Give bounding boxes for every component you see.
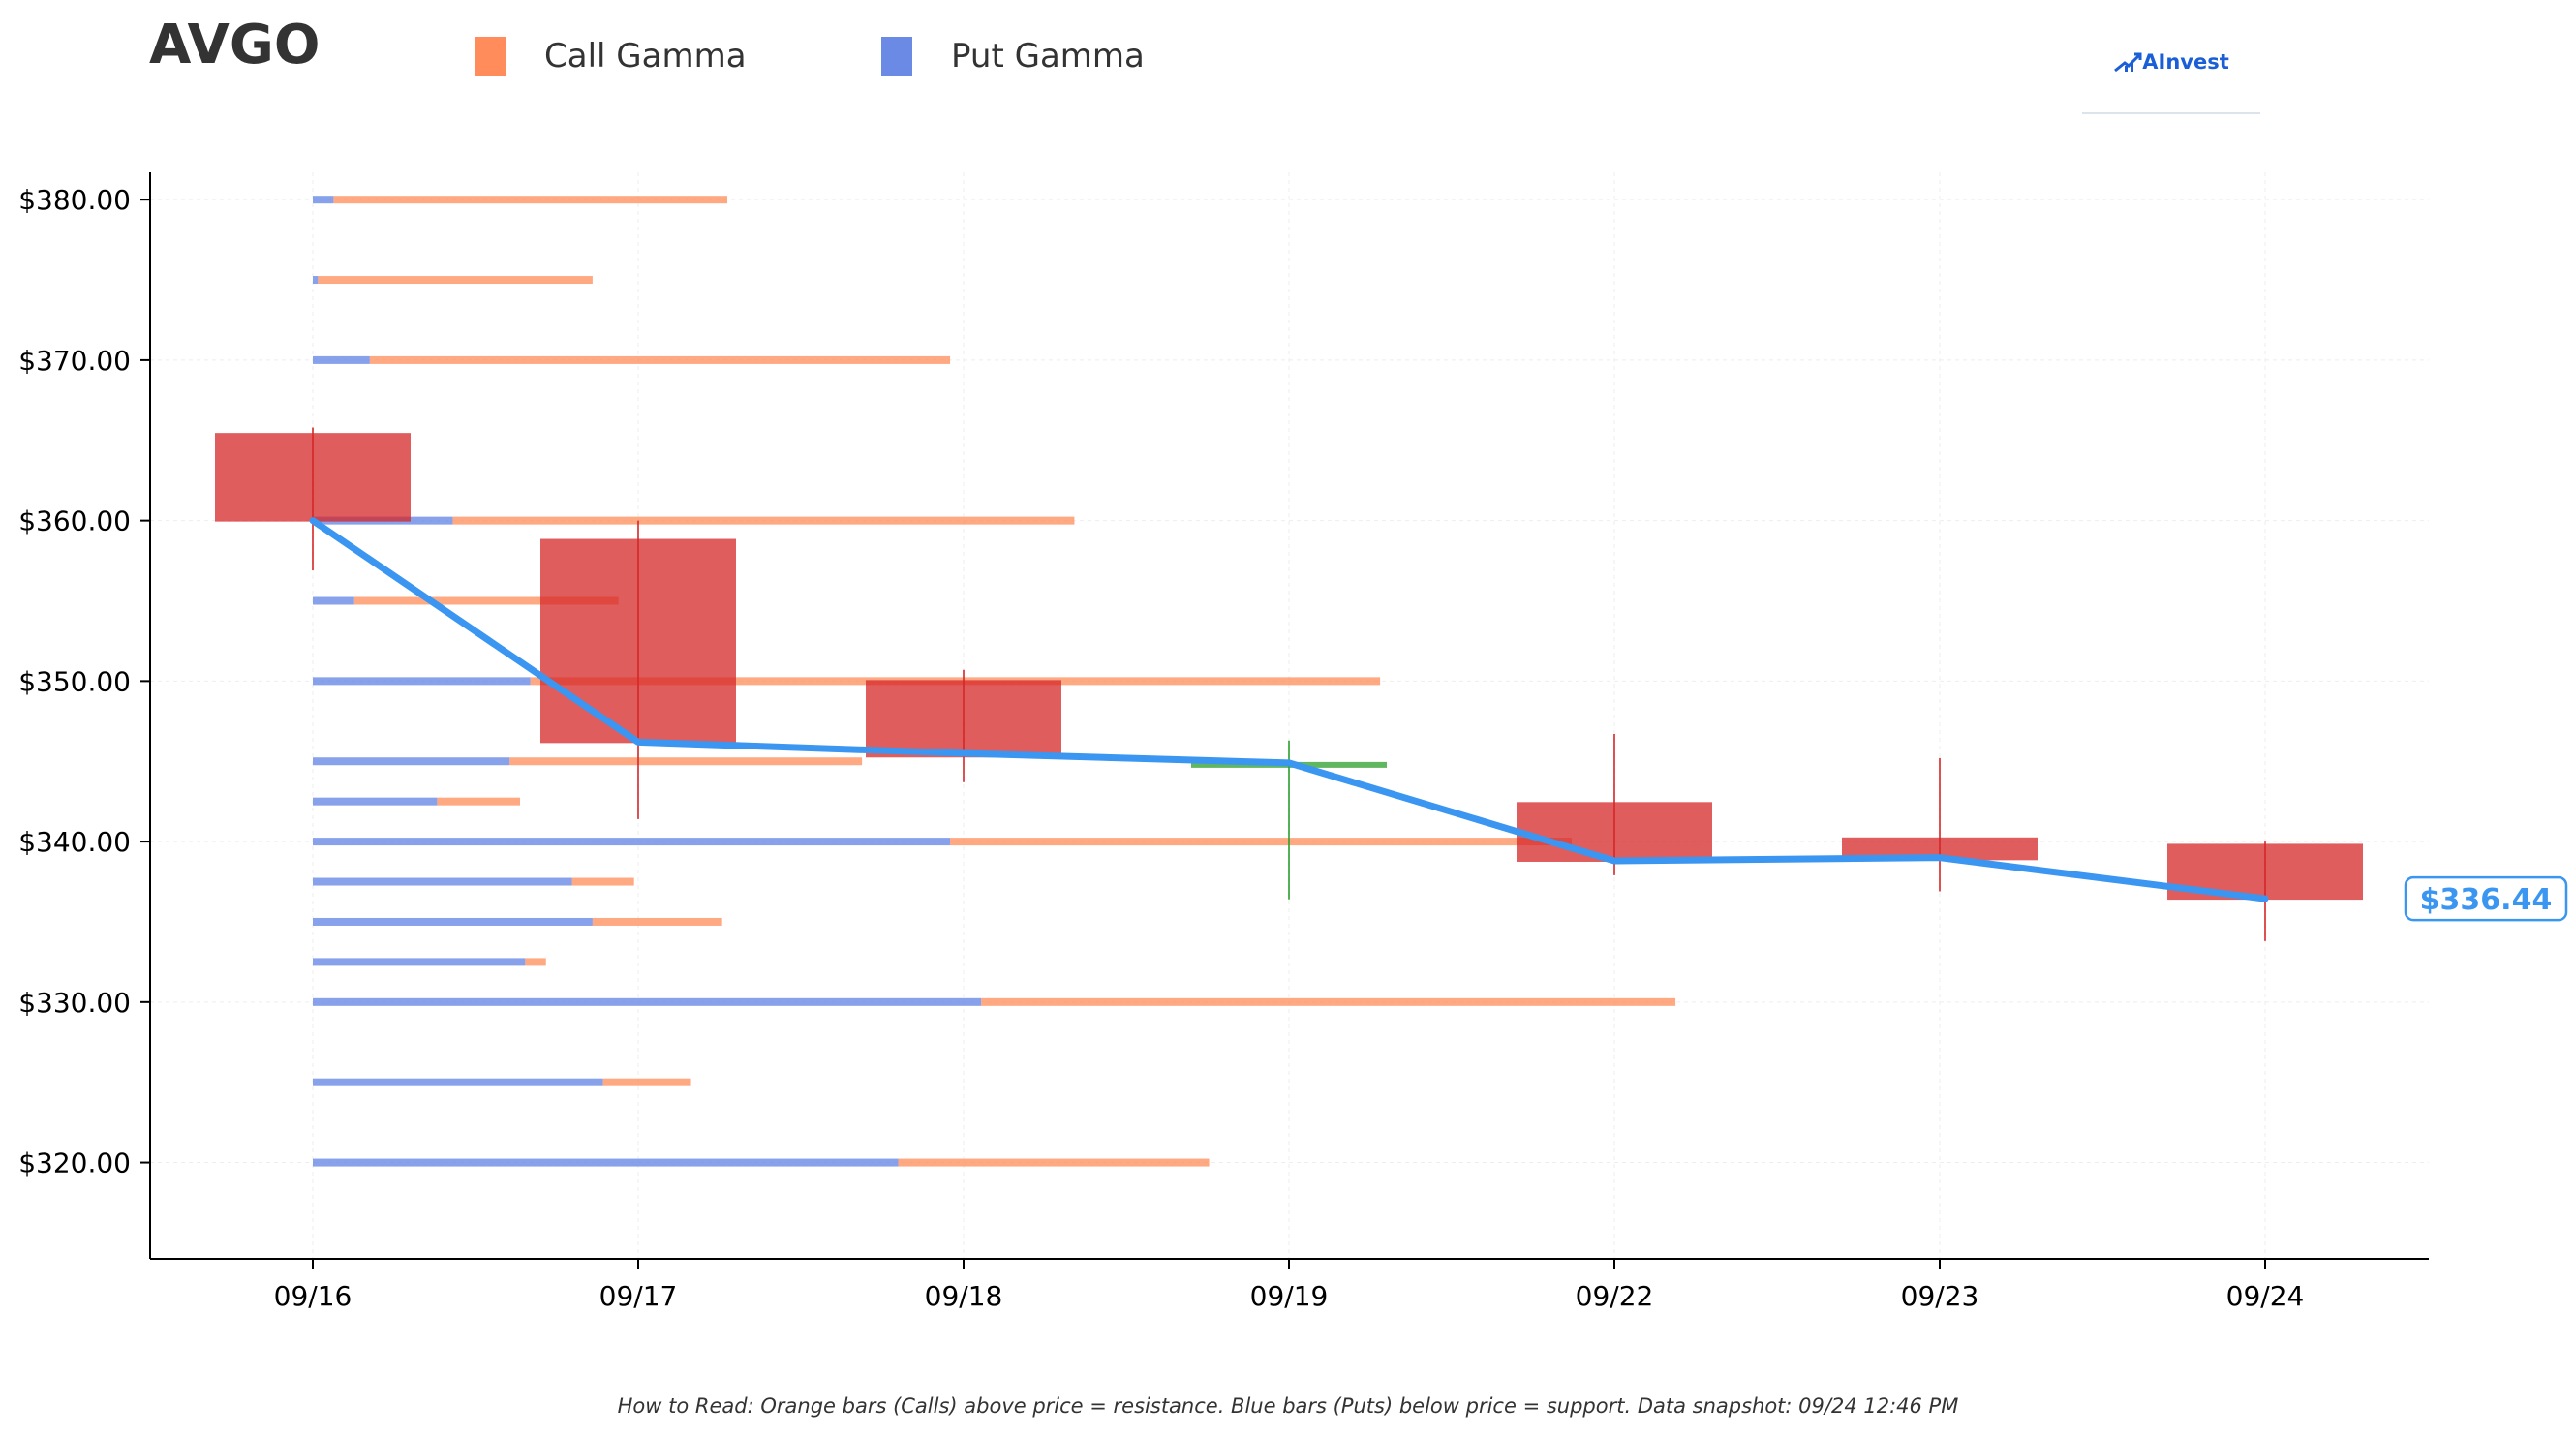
call-gamma-bar bbox=[353, 596, 619, 605]
last-price-badge bbox=[2404, 875, 2568, 922]
y-tick-label: $340.00 bbox=[18, 826, 131, 858]
call-gamma-bar bbox=[509, 757, 863, 766]
x-tick-label: 09/19 bbox=[1250, 1280, 1329, 1312]
call-gamma-bar bbox=[981, 997, 1676, 1006]
x-tick-label: 09/16 bbox=[274, 1280, 353, 1312]
y-tick-label: $380.00 bbox=[18, 184, 131, 216]
put-gamma-bar bbox=[313, 596, 354, 605]
ainvest-logo-icon bbox=[2114, 52, 2142, 73]
legend-label-call: Call Gamma bbox=[544, 37, 747, 76]
put-gamma-bar bbox=[313, 677, 531, 686]
call-gamma-bar bbox=[452, 516, 1075, 525]
call-gamma-bar bbox=[333, 196, 727, 204]
call-gamma-bar bbox=[369, 355, 951, 364]
candle-body bbox=[1517, 802, 1712, 862]
put-gamma-bar bbox=[313, 757, 510, 766]
call-gamma-bar bbox=[525, 958, 546, 966]
legend-item-call-gamma: Call Gamma bbox=[475, 37, 747, 76]
x-tick-label: 09/17 bbox=[599, 1280, 678, 1312]
x-tick-label: 09/18 bbox=[925, 1280, 1003, 1312]
candle-body bbox=[866, 680, 1061, 758]
put-gamma-bar bbox=[313, 355, 370, 364]
gamma-candlestick-chart: $320.00 $330.00 $340.00 $350.00 $360.00 $370.… bbox=[18, 172, 2568, 1312]
put-gamma-bar bbox=[313, 1078, 603, 1086]
footer-note: How to Read: Orange bars (Calls) above p… bbox=[617, 1394, 1959, 1418]
legend-swatch-put bbox=[881, 37, 912, 76]
y-tick-label: $360.00 bbox=[18, 505, 131, 537]
put-gamma-bar bbox=[313, 1158, 899, 1167]
brand-name: AInvest bbox=[2142, 50, 2229, 74]
put-gamma-bar bbox=[313, 196, 334, 204]
candle-body bbox=[540, 538, 736, 744]
put-gamma-bar bbox=[313, 276, 319, 285]
call-gamma-bar bbox=[437, 797, 520, 806]
y-tick-label: $350.00 bbox=[18, 665, 131, 697]
last-price-label: $336.44 bbox=[2420, 883, 2553, 917]
call-gamma-bar bbox=[592, 917, 722, 926]
legend-swatch-call bbox=[475, 37, 506, 76]
y-tick-label: $320.00 bbox=[18, 1147, 131, 1179]
call-gamma-bar bbox=[898, 1158, 1210, 1167]
y-tick-label: $330.00 bbox=[18, 987, 131, 1019]
put-gamma-bar bbox=[313, 838, 951, 846]
call-gamma-bar bbox=[318, 276, 593, 285]
put-gamma-bar bbox=[313, 917, 593, 926]
put-gamma-bar bbox=[313, 958, 526, 966]
y-tick-label: $370.00 bbox=[18, 345, 131, 377]
candle-body bbox=[215, 433, 411, 522]
brand-logo: AInvest bbox=[2082, 46, 2260, 114]
legend-item-put-gamma: Put Gamma bbox=[881, 37, 1145, 76]
x-tick-label: 09/22 bbox=[1576, 1280, 1654, 1312]
call-gamma-bar bbox=[602, 1078, 691, 1086]
put-gamma-bar bbox=[313, 877, 572, 886]
legend-label-put: Put Gamma bbox=[951, 37, 1145, 76]
put-gamma-bar bbox=[313, 797, 438, 806]
x-tick-label: 09/24 bbox=[2226, 1280, 2305, 1312]
x-tick-label: 09/23 bbox=[1901, 1280, 1979, 1312]
price-line bbox=[309, 517, 2269, 902]
ticker-title: AVGO bbox=[149, 14, 321, 76]
put-gamma-bar bbox=[313, 997, 982, 1006]
call-gamma-bar bbox=[571, 877, 634, 886]
call-gamma-bar bbox=[950, 838, 1573, 846]
